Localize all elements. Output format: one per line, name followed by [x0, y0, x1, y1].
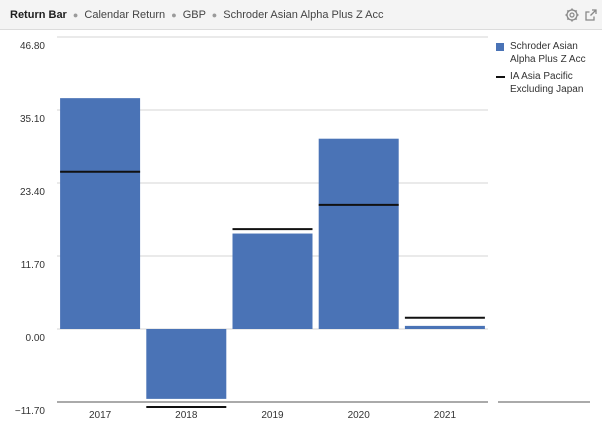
- x-tick-label: 2017: [89, 410, 112, 421]
- y-tick-label: −11.70: [15, 406, 46, 417]
- subtitle-return-type: Calendar Return: [84, 9, 166, 21]
- bar-fund-2020: [318, 138, 399, 329]
- subtitle-fund-name: Schroder Asian Alpha Plus Z Acc: [223, 9, 384, 21]
- chart-title-line: Return Bar ● Calendar Return ● GBP ● Sch…: [10, 8, 383, 22]
- legend-swatch-benchmark: [496, 76, 505, 78]
- legend-item-fund[interactable]: Schroder Asian Alpha Plus Z Acc: [496, 40, 596, 66]
- y-tick-label: 35.10: [20, 114, 45, 125]
- x-tick-label: 2018: [175, 410, 198, 421]
- chart-title: Return Bar: [10, 9, 67, 21]
- legend-item-benchmark[interactable]: IA Asia Pacific Excluding Japan: [496, 70, 596, 96]
- subtitle-currency: GBP: [182, 9, 206, 21]
- title-separator: ●: [211, 10, 218, 20]
- legend-swatch-fund: [496, 43, 504, 51]
- y-tick-label: 23.40: [20, 187, 45, 198]
- return-bar-chart: 46.80 35.10 23.40 11.70 0.00 −11.70 2017 2018 20…: [15, 36, 590, 421]
- bar-fund-2019: [232, 233, 313, 329]
- bar-fund-2018: [146, 329, 227, 399]
- title-separator: ●: [72, 10, 79, 20]
- x-tick-label: 2019: [261, 410, 284, 421]
- chart-legend: Schroder Asian Alpha Plus Z Acc IA Asia …: [496, 40, 596, 100]
- bar-fund-2021: [404, 325, 485, 329]
- legend-label-fund-line2: Alpha Plus Z Acc: [510, 54, 586, 65]
- legend-label-benchmark-line1: IA Asia Pacific: [510, 71, 573, 82]
- y-tick-label: 11.70: [21, 260, 46, 271]
- title-separator: ●: [171, 10, 177, 20]
- x-tick-label: 2021: [434, 410, 457, 421]
- gear-icon[interactable]: [564, 7, 580, 23]
- x-tick-label: 2020: [348, 410, 371, 421]
- y-tick-label: 46.80: [20, 41, 45, 52]
- legend-label-fund-line1: Schroder Asian: [510, 41, 578, 52]
- popout-icon[interactable]: [583, 7, 599, 23]
- legend-label-benchmark-line2: Excluding Japan: [510, 84, 584, 95]
- chart-header: Return Bar ● Calendar Return ● GBP ● Sch…: [0, 0, 602, 30]
- y-tick-label: 0.00: [26, 333, 46, 344]
- bar-fund-2017: [60, 98, 141, 330]
- chart-area: 46.80 35.10 23.40 11.70 0.00 −11.70 2017 2018 20…: [0, 30, 602, 428]
